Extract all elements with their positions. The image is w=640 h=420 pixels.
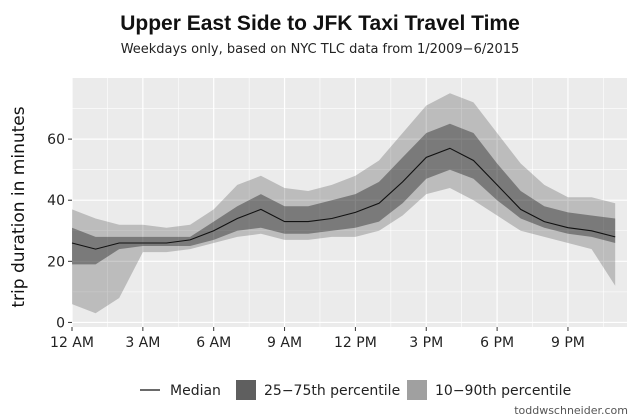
legend-key-25-75 [236, 380, 256, 400]
legend-label-10-90: 10−90th percentile [435, 383, 571, 399]
x-tick-label: 6 AM [196, 335, 231, 351]
legend-label-25-75: 25−75th percentile [264, 383, 400, 399]
y-tick-label: 20 [47, 254, 65, 270]
band-10-90-percentile [72, 93, 616, 314]
y-tick-label: 60 [47, 132, 65, 148]
x-tick-label: 9 AM [267, 335, 302, 351]
x-tick-label: 6 PM [480, 335, 514, 351]
legend: Median 25−75th percentile 10−90th percenti… [140, 380, 571, 400]
x-tick-label: 12 AM [50, 335, 94, 351]
x-tick-label: 9 PM [551, 335, 585, 351]
plot-panel [72, 78, 627, 327]
x-tick-label: 12 PM [334, 335, 377, 351]
chart-subtitle: Weekdays only, based on NYC TLC data fro… [120, 42, 520, 57]
y-tick-label: 0 [56, 315, 65, 331]
x-tick-label: 3 AM [125, 335, 160, 351]
median-line [71, 147, 616, 250]
x-tick-label: 3 PM [409, 335, 443, 351]
band-25-75-percentile [72, 123, 616, 265]
y-axis-label: trip duration in minutes [9, 106, 29, 307]
credit-text: toddwschneider.com [514, 404, 628, 417]
legend-key-10-90 [407, 380, 427, 400]
y-tick-label: 40 [47, 193, 65, 209]
legend-label-median: Median [170, 383, 221, 399]
chart-title: Upper East Side to JFK Taxi Travel Time [120, 12, 520, 35]
